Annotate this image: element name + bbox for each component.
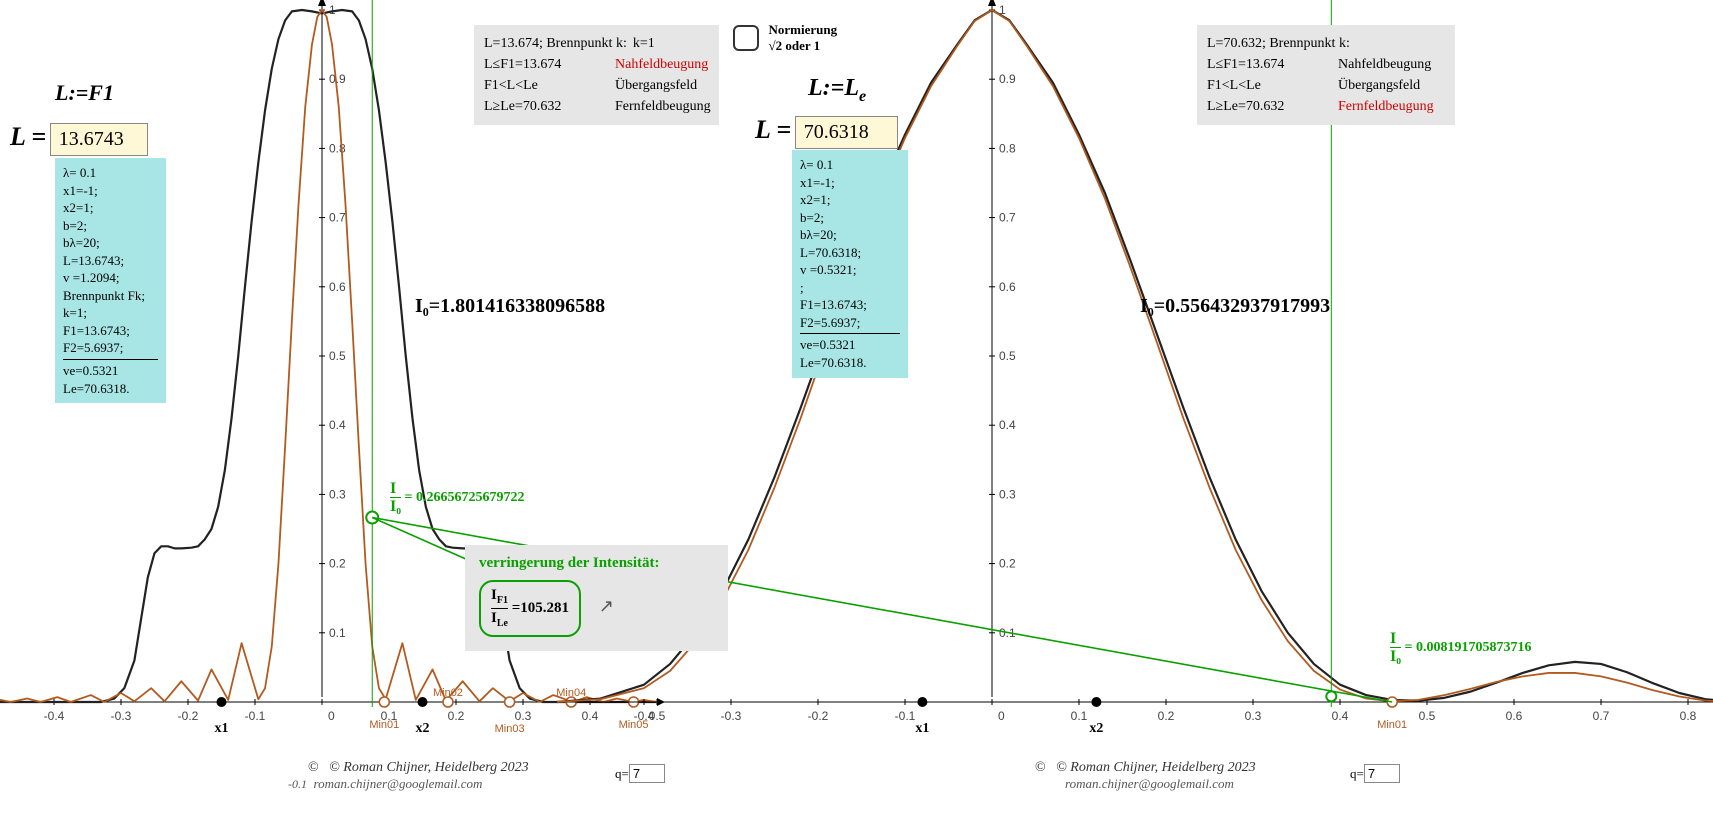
svg-text:0.4: 0.4 xyxy=(999,418,1016,432)
svg-text:0.3: 0.3 xyxy=(1245,709,1262,723)
left-ratio-value: 0.26656725679722 xyxy=(416,490,525,505)
left-L-label: L = xyxy=(10,122,46,151)
svg-text:0.3: 0.3 xyxy=(515,709,532,723)
q-field-left[interactable] xyxy=(629,764,665,783)
normierung-label: Normierung √2 oder 1 xyxy=(769,22,838,53)
arrow-ne-icon: ↗ xyxy=(599,596,614,617)
svg-text:Min03: Min03 xyxy=(495,723,525,735)
left-title: L:=F1 xyxy=(55,80,114,106)
verringerung-value-box: IF1 ILe =105.281 xyxy=(479,580,581,637)
verringerung-header: verringerung der Intensität: xyxy=(479,555,714,572)
svg-text:0.5: 0.5 xyxy=(999,349,1016,363)
svg-text:0.2: 0.2 xyxy=(448,709,465,723)
svg-text:0.9: 0.9 xyxy=(999,72,1016,86)
credit-right: © © Roman Chijner, Heidelberg 2023 roman… xyxy=(1035,760,1256,793)
left-info-box: L=13.674; Brennpunkt k:k=1L≤F1=13.674Nah… xyxy=(474,25,719,125)
svg-text:0.2: 0.2 xyxy=(329,557,346,571)
svg-text:0.8: 0.8 xyxy=(329,141,346,155)
right-ratio-value: 0.008191705873716 xyxy=(1416,640,1532,655)
svg-text:x2: x2 xyxy=(416,721,430,736)
left-L-input[interactable]: 13.6743 xyxy=(50,123,148,156)
svg-text:Min04: Min04 xyxy=(556,687,586,699)
svg-text:0.5: 0.5 xyxy=(1419,709,1436,723)
svg-text:-0.1: -0.1 xyxy=(245,709,266,723)
svg-text:0.9: 0.9 xyxy=(329,72,346,86)
right-params-box: λ= 0.1x1=-1;x2=1;b=2;bλ=20;L=70.6318;v =… xyxy=(792,150,908,378)
svg-text:0.4: 0.4 xyxy=(582,709,599,723)
verringerung-box: verringerung der Intensität: IF1 ILe =10… xyxy=(465,545,728,651)
svg-text:-0.1: -0.1 xyxy=(895,709,916,723)
svg-text:x2: x2 xyxy=(1089,721,1103,736)
left-ratio-text: I I₀ = 0.26656725679722 xyxy=(390,480,525,516)
left-params-box: λ= 0.1x1=-1;x2=1;b=2;bλ=20;L=13.6743;v =… xyxy=(55,158,166,403)
svg-text:-0.3: -0.3 xyxy=(721,709,742,723)
q-input-right[interactable]: q= xyxy=(1350,764,1400,783)
q-field-right[interactable] xyxy=(1364,764,1400,783)
svg-text:0.5: 0.5 xyxy=(329,349,346,363)
svg-text:-0.2: -0.2 xyxy=(178,709,199,723)
left-I0-text: I₀=1.801416338096588 xyxy=(415,295,605,318)
svg-text:0.4: 0.4 xyxy=(1332,709,1349,723)
credit-left: © © Roman Chijner, Heidelberg 2023 -0.1 … xyxy=(308,760,529,793)
svg-text:0.7: 0.7 xyxy=(999,211,1016,225)
svg-text:0.2: 0.2 xyxy=(999,557,1016,571)
svg-text:0.3: 0.3 xyxy=(329,487,346,501)
right-info-box: L=70.632; Brennpunkt k:L≤F1=13.674Nahfel… xyxy=(1197,25,1455,125)
svg-text:Min01: Min01 xyxy=(369,719,399,731)
svg-text:0.8: 0.8 xyxy=(999,141,1016,155)
svg-text:-0.4: -0.4 xyxy=(634,709,655,723)
svg-text:Min02: Min02 xyxy=(433,687,463,699)
svg-text:0.4: 0.4 xyxy=(329,418,346,432)
right-L-input[interactable]: 70.6318 xyxy=(795,116,898,149)
svg-text:0: 0 xyxy=(328,709,335,723)
svg-text:Min01: Min01 xyxy=(1377,719,1407,731)
svg-text:0.6: 0.6 xyxy=(329,280,346,294)
svg-text:0.6: 0.6 xyxy=(999,280,1016,294)
right-title: L:=Le xyxy=(808,75,866,106)
right-I0-text: I₀=0.556432937917993 xyxy=(1140,295,1330,318)
svg-text:0.2: 0.2 xyxy=(1158,709,1175,723)
q-input-left[interactable]: q= xyxy=(615,764,665,783)
right-L-label: L = xyxy=(755,115,791,144)
svg-text:0.1: 0.1 xyxy=(329,626,346,640)
svg-text:-0.4: -0.4 xyxy=(44,709,65,723)
svg-text:0.6: 0.6 xyxy=(1506,709,1523,723)
svg-text:0.7: 0.7 xyxy=(329,211,346,225)
svg-text:-0.3: -0.3 xyxy=(111,709,132,723)
svg-text:0.3: 0.3 xyxy=(999,487,1016,501)
svg-text:x1: x1 xyxy=(215,721,229,736)
svg-text:-0.2: -0.2 xyxy=(808,709,829,723)
svg-text:0.1: 0.1 xyxy=(1071,709,1088,723)
svg-text:0: 0 xyxy=(998,709,1005,723)
svg-text:0.7: 0.7 xyxy=(1593,709,1610,723)
svg-text:x1: x1 xyxy=(915,721,929,736)
normierung-checkbox[interactable] xyxy=(733,25,759,51)
right-ratio-text: I I₀ = 0.008191705873716 xyxy=(1390,630,1532,666)
svg-text:0.8: 0.8 xyxy=(1680,709,1697,723)
